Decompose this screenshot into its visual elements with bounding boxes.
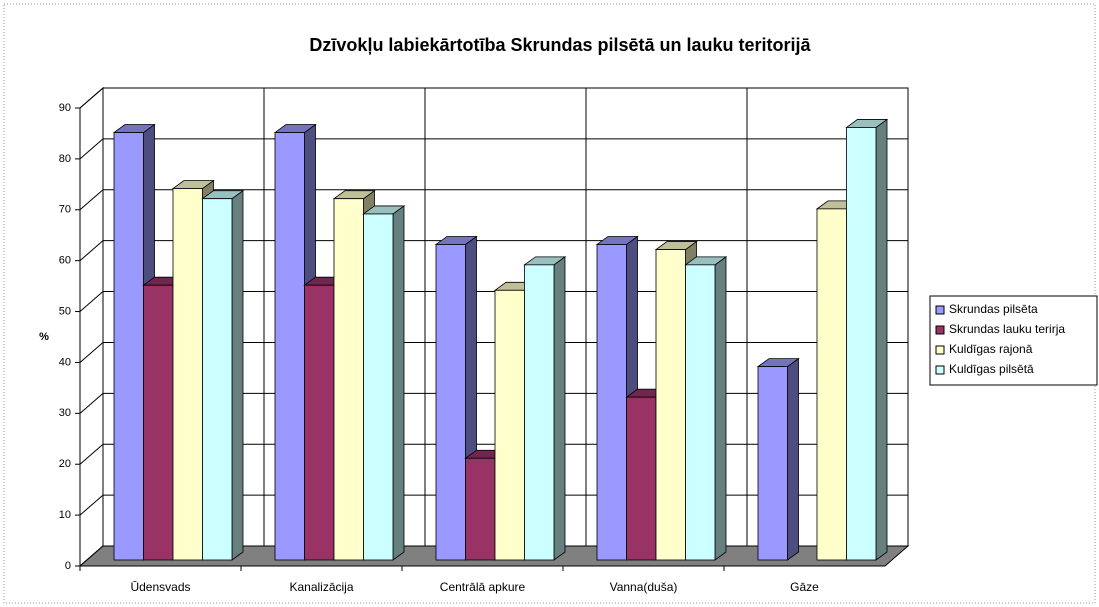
y-tick-label: 20 [59,458,71,470]
y-tick-label: 50 [59,305,71,317]
x-tick-label: Gāze [790,580,819,594]
x-tick-label: Ūdensvads [130,580,190,594]
x-tick-label: Kanalizācija [289,580,353,594]
bar-front [274,132,305,561]
side-wall [79,86,104,568]
bar-front [816,208,847,561]
legend-label: Kuldīgas pilsētā [949,362,1034,376]
bar [523,256,567,561]
y-tick-label: 70 [59,204,71,216]
x-tick-label: Centrālā apkure [440,580,526,594]
legend-swatch [935,365,945,375]
bar [845,118,889,561]
bar-front [655,249,686,561]
y-tick-label: 60 [59,255,71,267]
legend [929,295,1098,386]
bar-front [494,289,525,561]
bar-front [202,198,233,561]
bar-front [524,264,555,561]
bar-side [787,357,799,561]
bar-front [626,396,657,561]
bar-front [596,244,627,561]
bar-side [875,118,888,561]
bar-front [172,188,203,561]
grid-line [79,392,104,414]
bar-front [757,366,788,561]
grid-line [79,87,104,109]
bar-side [553,256,566,561]
legend-swatch [935,305,945,315]
y-tick-label: 40 [59,356,71,368]
legend-label: Skrundas lauku terirja [949,322,1065,336]
y-tick-label: 0 [65,560,71,572]
bar-front [685,264,716,561]
y-tick-label: 90 [59,102,71,114]
legend-label: Kuldīgas rajonā [949,342,1033,356]
legend-swatch [935,345,945,355]
bar [201,189,245,561]
bar-front [113,132,144,561]
bar [362,205,406,561]
bar [756,357,800,561]
y-tick-label: 10 [59,509,71,521]
bar-front [304,284,335,561]
grid-line [79,138,104,160]
bar-front [435,244,466,561]
grid-line [79,443,104,465]
bar [684,256,728,561]
legend-swatch [935,325,945,335]
grid-line [79,240,104,262]
bar-front [846,127,877,561]
x-tick-label: Vanna(duša) [610,580,678,594]
bar-side [231,189,244,561]
y-axis-label: % [39,331,49,343]
grid-line [79,342,104,363]
chart-title: Dzīvokļu labiekārtotība Skrundas pilsētā… [309,35,811,55]
y-tick-label: 30 [59,407,71,419]
bar-front [363,213,394,561]
legend-label: Skrundas pilsēta [949,302,1038,316]
bar-side [714,256,727,561]
bar-front [143,284,174,561]
bar-side [392,205,405,561]
grid-line [79,189,104,211]
bar-front [465,457,496,561]
grid-line [79,291,104,312]
bar [434,235,478,561]
bar-front [333,198,364,561]
bar [112,123,156,561]
grid-line [79,494,104,516]
y-tick-label: 80 [59,153,71,165]
